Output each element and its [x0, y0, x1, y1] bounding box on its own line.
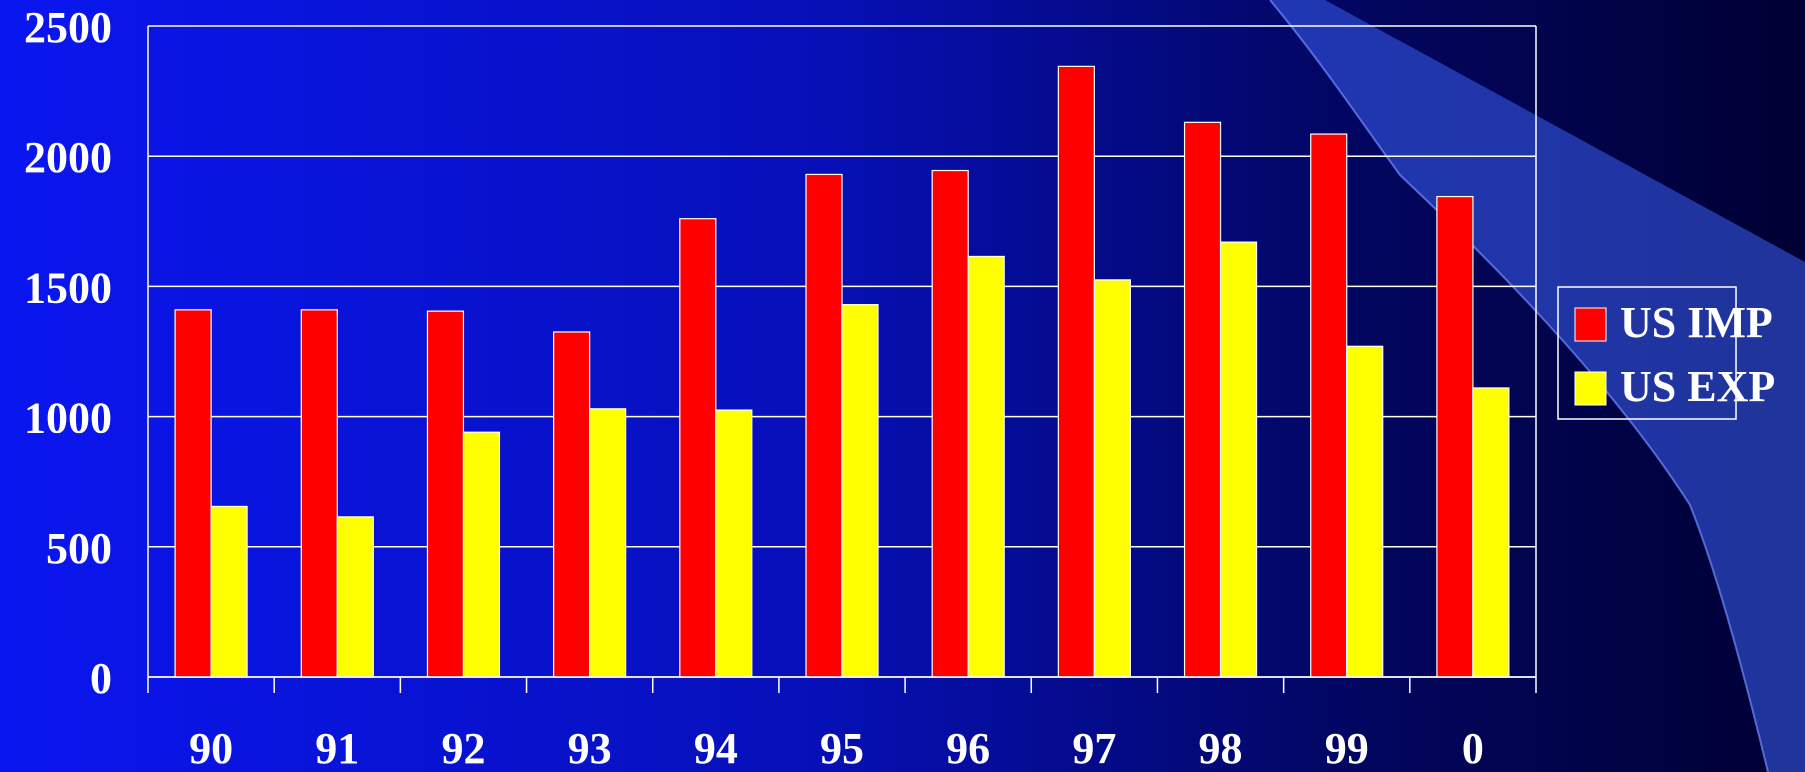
bar-imp-92 — [426, 310, 465, 678]
plot-area: 0 500 1000 1500 2000 2500 90 91 92 93 94 95 96 97 98 99… — [24, 3, 1537, 772]
legend-label-exp: US EXP — [1620, 362, 1775, 411]
x-tick-label-96: 96 — [946, 724, 990, 772]
x-tick-label-98: 98 — [1199, 724, 1243, 772]
bar-exp-98 — [1219, 241, 1258, 678]
bar-exp-94 — [715, 409, 753, 678]
bar-imp-96 — [931, 169, 969, 678]
bar-exp-91 — [336, 516, 374, 678]
y-tick-label-2500: 2500 — [24, 3, 112, 52]
bar-imp-98 — [1183, 121, 1222, 678]
bar-exp-93 — [589, 408, 627, 678]
x-tick-label-94: 94 — [694, 724, 738, 772]
legend-swatch-exp — [1574, 371, 1607, 406]
bar-exp-90 — [210, 505, 248, 678]
y-tick-label-0: 0 — [90, 654, 112, 703]
bar-imp-97 — [1057, 65, 1095, 678]
bar-imp-93 — [553, 331, 591, 678]
y-tick-label-2000: 2000 — [24, 133, 112, 182]
x-tick-label-0: 0 — [1462, 724, 1484, 772]
bar-imp-95 — [805, 173, 843, 678]
bar-exp-99 — [1346, 345, 1384, 678]
legend-box — [1557, 286, 1737, 420]
bar-imp-0 — [1436, 195, 1474, 678]
x-tick-label-97: 97 — [1072, 724, 1116, 772]
x-tick-label-99: 99 — [1325, 724, 1369, 772]
decorative-ribbon-edge — [1269, 0, 1769, 772]
legend-label-imp: US IMP — [1620, 298, 1773, 347]
x-tick-label-93: 93 — [568, 724, 612, 772]
bar-imp-99 — [1310, 133, 1348, 678]
bar-exp-96 — [967, 255, 1005, 678]
legend-entry-exp: US EXP — [1574, 362, 1775, 411]
bar-imp-94 — [679, 218, 717, 678]
bar-exp-92 — [462, 431, 501, 678]
y-tick-label-500: 500 — [46, 524, 112, 573]
x-tick-label-92: 92 — [441, 724, 485, 772]
x-tick-label-90: 90 — [189, 724, 233, 772]
y-tick-label-1000: 1000 — [24, 394, 112, 443]
legend-entry-imp: US IMP — [1574, 298, 1773, 347]
y-tick-label-1500: 1500 — [24, 263, 112, 312]
legend-swatch-imp — [1574, 307, 1607, 342]
x-tick-label-95: 95 — [820, 724, 864, 772]
x-tick-label-91: 91 — [315, 724, 359, 772]
bar-exp-97 — [1093, 279, 1131, 678]
bar-exp-95 — [841, 304, 879, 678]
legend: US IMP US EXP — [1557, 286, 1775, 420]
decorative-ribbon — [1270, 0, 1805, 772]
bar-imp-90 — [174, 309, 212, 678]
bar-exp-0 — [1472, 387, 1510, 678]
bar-imp-91 — [300, 309, 338, 678]
